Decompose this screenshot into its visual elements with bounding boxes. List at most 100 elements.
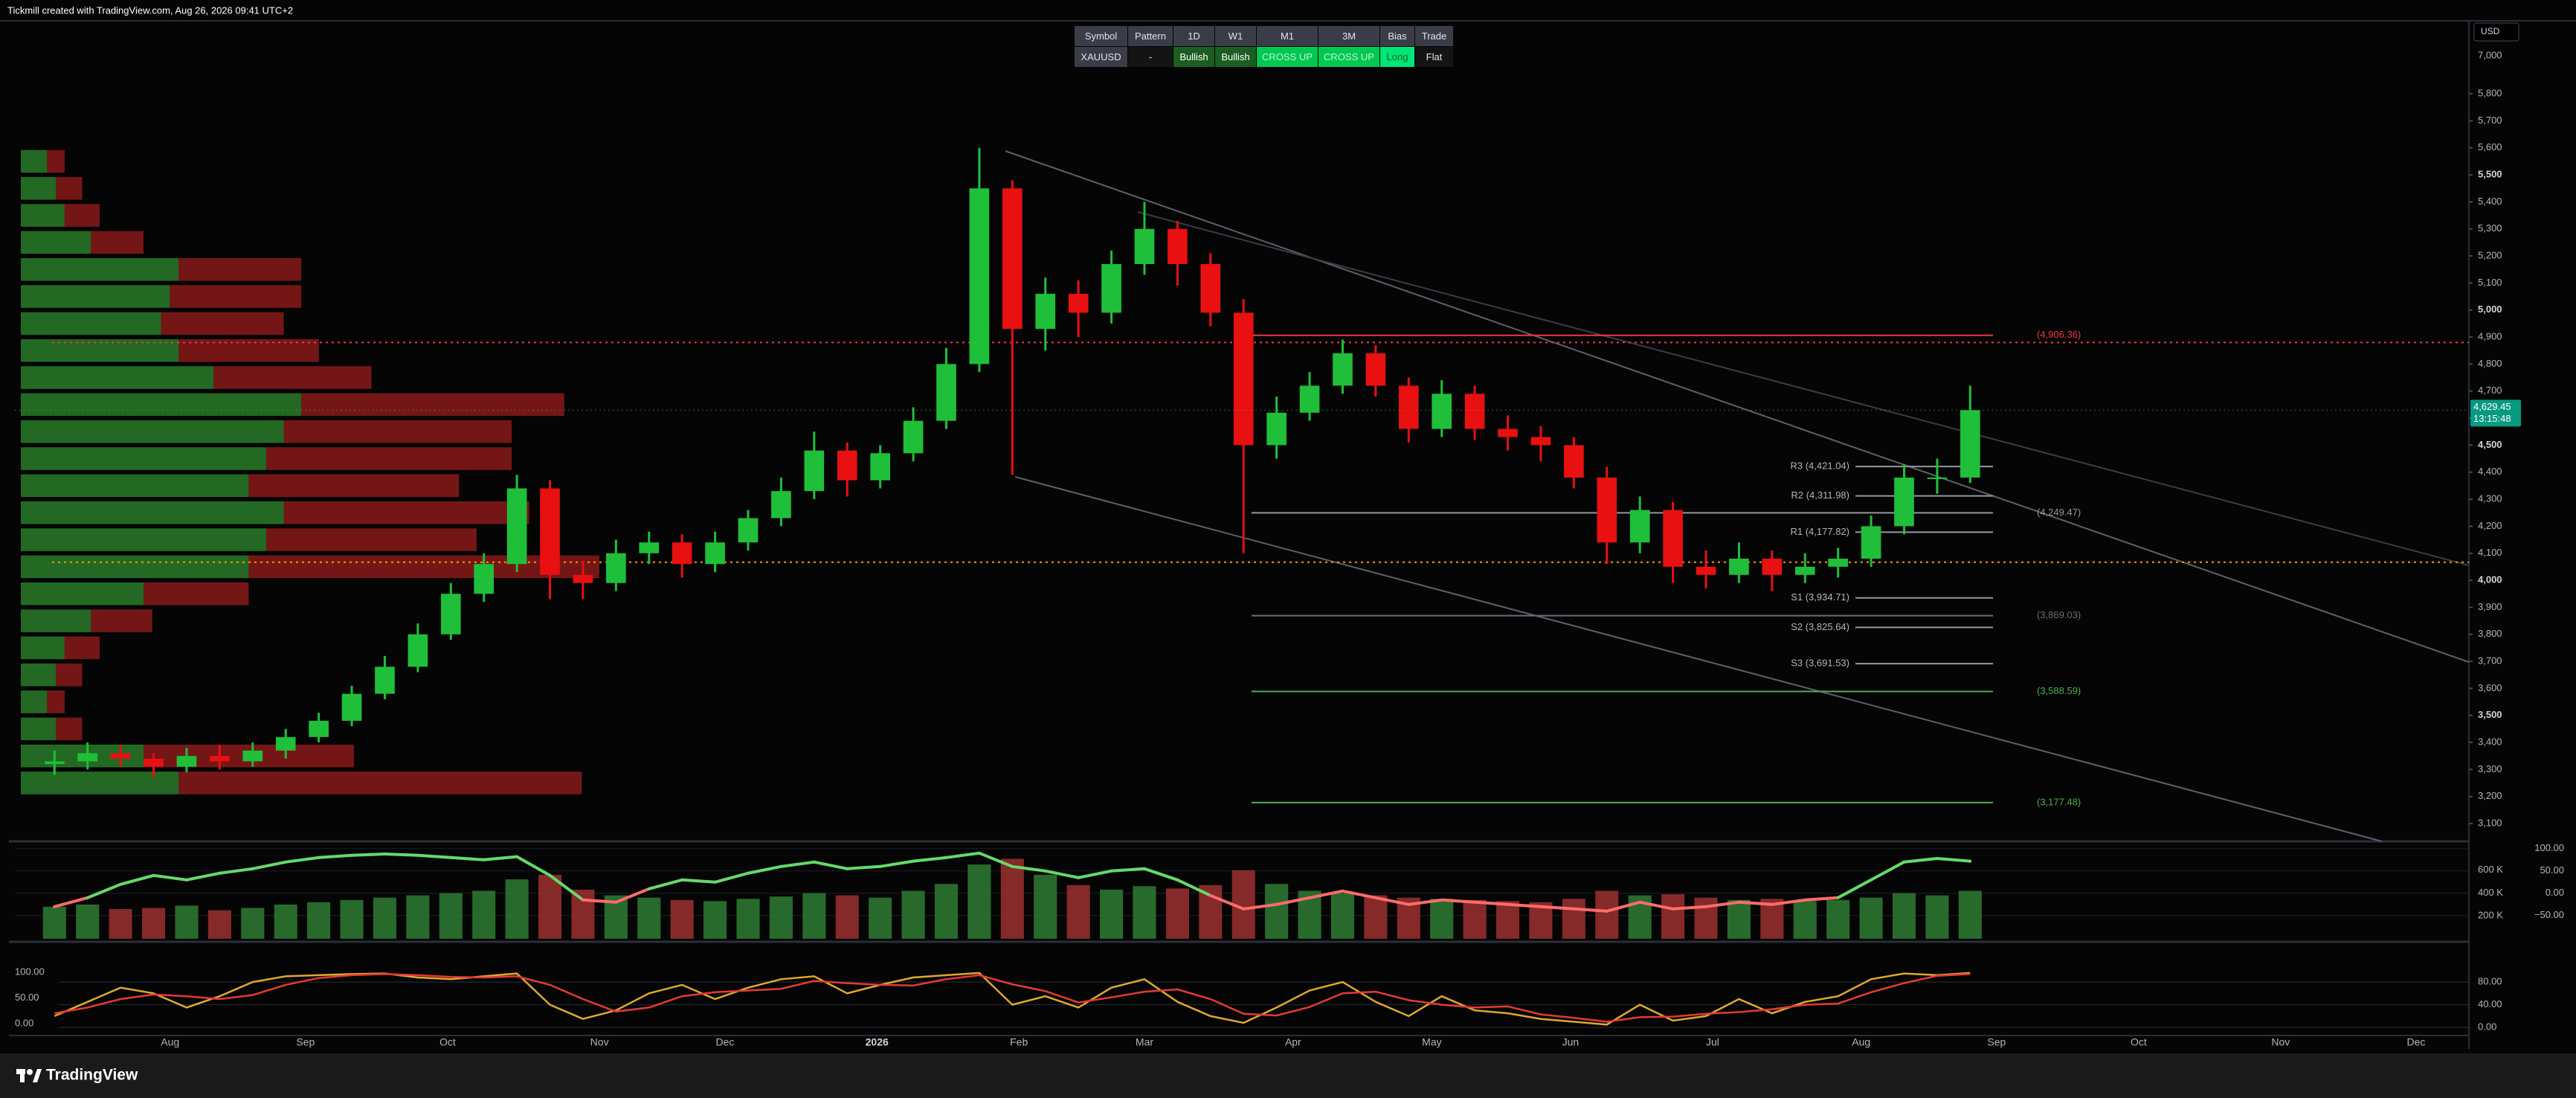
profile-down bbox=[161, 312, 284, 336]
oscillator-segment bbox=[614, 887, 651, 904]
oscillator-segment bbox=[251, 860, 288, 870]
profile-down bbox=[178, 771, 582, 794]
oscillator-segment bbox=[1803, 896, 1840, 902]
y-tick-label: 4,800 bbox=[2478, 358, 2502, 369]
x-tick-label: 2026 bbox=[866, 1036, 889, 1048]
profile-up bbox=[21, 285, 170, 308]
volume-bar bbox=[505, 879, 529, 939]
table-header: M1 bbox=[1257, 26, 1318, 46]
currency[interactable]: USD bbox=[2481, 26, 2500, 36]
y-tick-label: 0.00 bbox=[15, 1018, 33, 1029]
profile-up bbox=[21, 447, 266, 470]
pivot-label: S3 (3,691.53) bbox=[1791, 658, 1849, 669]
x-tick-label: Oct bbox=[439, 1036, 456, 1048]
volume-bar bbox=[373, 897, 396, 939]
candle-body bbox=[144, 758, 164, 767]
y-tick-label: 600 K bbox=[2478, 864, 2503, 875]
candle-body bbox=[44, 761, 65, 765]
candle-body bbox=[1663, 510, 1683, 567]
candle-body bbox=[1762, 558, 1783, 575]
y2-tick-label: 0.00 bbox=[2478, 1021, 2496, 1033]
candle-body bbox=[110, 753, 131, 759]
profile-down bbox=[170, 285, 302, 308]
oscillator-segment bbox=[1638, 900, 1675, 911]
volume-bar bbox=[1133, 886, 1156, 939]
candle-body bbox=[375, 667, 395, 694]
volume-bar bbox=[1463, 899, 1487, 939]
candle-body bbox=[1432, 394, 1452, 429]
profile-up bbox=[21, 636, 65, 660]
oscillator-segment bbox=[1043, 869, 1081, 879]
oscillator-segment bbox=[1374, 896, 1411, 906]
candle-body bbox=[936, 364, 956, 421]
stoch-line bbox=[54, 973, 1971, 1023]
profile-down bbox=[56, 717, 83, 741]
y2-tick-label: 50.00 bbox=[2540, 864, 2564, 876]
brand: TradingView bbox=[46, 1067, 138, 1084]
volume-bar bbox=[1100, 889, 1124, 939]
table-cell: - bbox=[1128, 47, 1173, 67]
oscillator-segment bbox=[1011, 864, 1047, 873]
profile-up bbox=[21, 474, 249, 498]
candle-body bbox=[1068, 293, 1089, 313]
volume-bar bbox=[1430, 899, 1454, 939]
pivot-label: R3 (4,421.04) bbox=[1791, 460, 1850, 472]
candle-body bbox=[1629, 510, 1650, 543]
oscillator-segment bbox=[1770, 898, 1807, 906]
candle-body bbox=[1101, 263, 1121, 313]
x-tick-label: Sep bbox=[1987, 1036, 2006, 1048]
profile-up bbox=[21, 582, 144, 606]
oscillator-segment bbox=[449, 855, 486, 861]
oscillator-segment bbox=[1836, 878, 1873, 899]
volume-bar bbox=[637, 897, 661, 939]
profile-up bbox=[21, 771, 179, 794]
volume-bar bbox=[670, 899, 694, 939]
candle-body bbox=[210, 756, 230, 762]
volume-bar bbox=[1066, 884, 1090, 939]
oscillator-segment bbox=[713, 871, 750, 884]
oscillator-segment bbox=[548, 873, 585, 902]
y2-tick-label: −50.00 bbox=[2534, 909, 2564, 920]
candle-body bbox=[1333, 353, 1353, 386]
y-tick-label: 100.00 bbox=[15, 966, 45, 977]
volume-bar bbox=[703, 901, 727, 939]
y-tick-label: 3,200 bbox=[2478, 790, 2502, 801]
level-label: (3,177.48) bbox=[2037, 796, 2081, 807]
profile-down bbox=[301, 393, 564, 417]
candle-body bbox=[1729, 558, 1749, 575]
x-tick-label: Jun bbox=[1562, 1036, 1580, 1048]
footer-bar bbox=[0, 1053, 2576, 1098]
oscillator-segment bbox=[912, 855, 948, 863]
oscillator-segment bbox=[1077, 869, 1113, 879]
volume-bar bbox=[736, 899, 760, 939]
candle-body bbox=[1365, 353, 1386, 386]
y-tick-label: 4,000 bbox=[2478, 574, 2502, 585]
brand-logo bbox=[16, 1069, 42, 1082]
candle-body bbox=[606, 553, 626, 583]
oscillator-segment bbox=[383, 853, 419, 857]
profile-up bbox=[21, 609, 91, 632]
table-cell: Long bbox=[1380, 47, 1414, 67]
y-tick-label: 5,100 bbox=[2478, 277, 2502, 288]
currency-box[interactable] bbox=[2473, 22, 2519, 42]
oscillator-segment bbox=[482, 855, 519, 861]
x-tick-label: Jul bbox=[1706, 1036, 1719, 1048]
profile-up bbox=[21, 555, 249, 579]
y-tick-label: 3,300 bbox=[2478, 763, 2502, 774]
table-header: Symbol bbox=[1075, 26, 1127, 46]
oscillator-segment bbox=[1440, 898, 1477, 904]
volume-bar bbox=[571, 889, 595, 939]
volume-bar bbox=[109, 909, 132, 939]
table-header: Pattern bbox=[1128, 26, 1173, 46]
volume-bar bbox=[76, 904, 100, 939]
oscillator-segment bbox=[846, 864, 882, 870]
oscillator-segment bbox=[1902, 857, 1939, 864]
oscillator-segment bbox=[86, 882, 123, 899]
header-text: Tickmill created with TradingView.com, A… bbox=[7, 4, 293, 16]
oscillator-segment bbox=[184, 871, 222, 882]
volume-bar bbox=[1661, 894, 1685, 939]
y-tick-label: 3,800 bbox=[2478, 628, 2502, 639]
level-label: (4,906.36) bbox=[2037, 329, 2081, 340]
volume-bar bbox=[1562, 899, 1585, 939]
